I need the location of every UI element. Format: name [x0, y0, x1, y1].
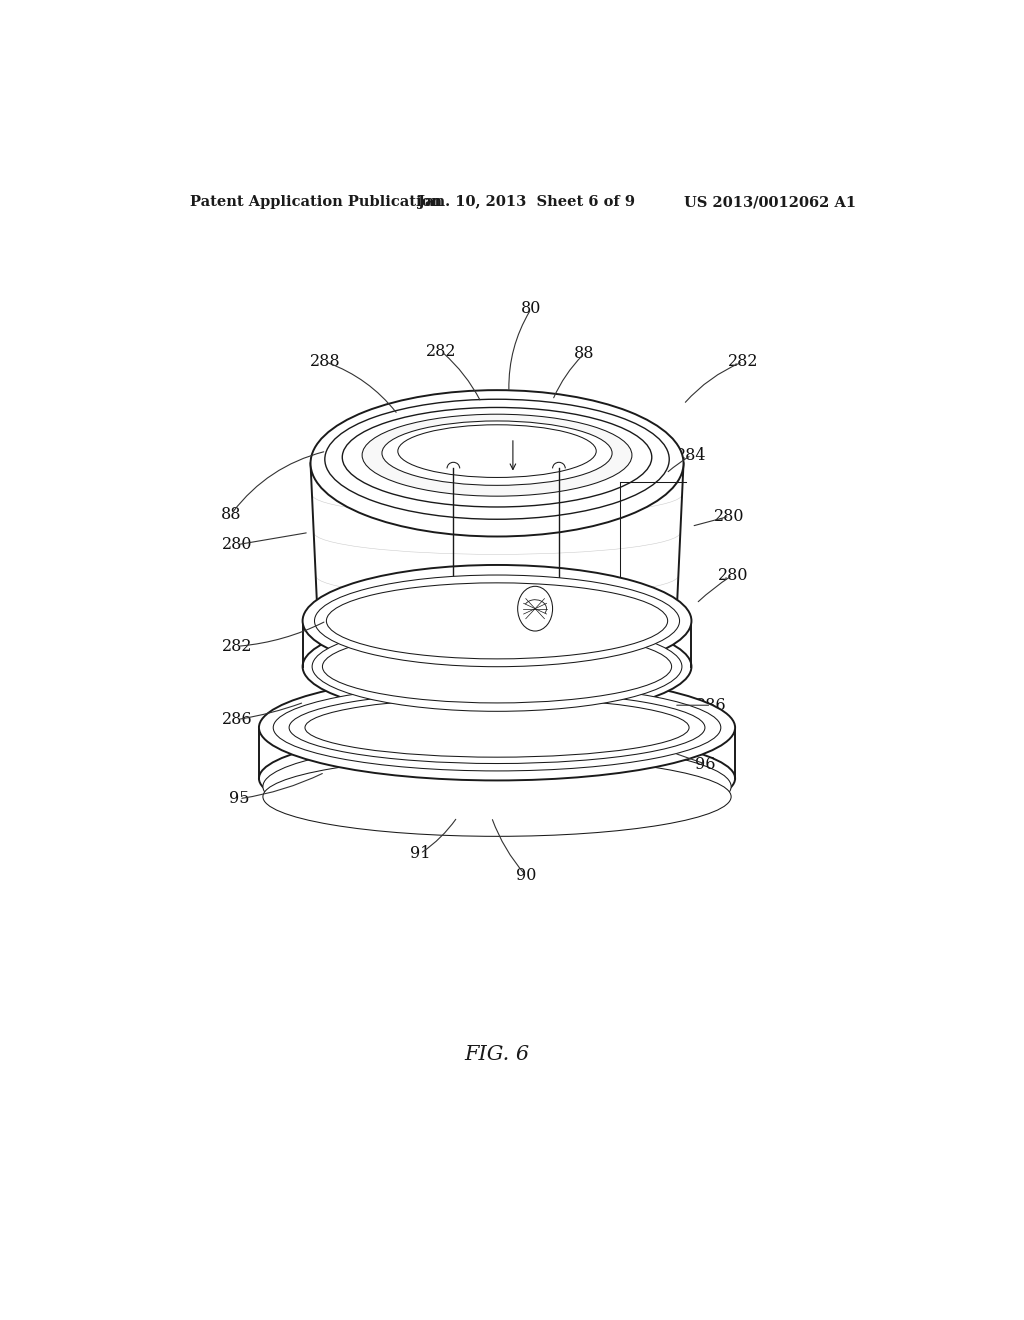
- Text: 95: 95: [228, 791, 250, 808]
- Ellipse shape: [259, 731, 735, 826]
- Ellipse shape: [314, 576, 680, 667]
- Text: 96: 96: [695, 755, 716, 772]
- Ellipse shape: [362, 414, 632, 496]
- Text: 288: 288: [309, 354, 340, 370]
- Ellipse shape: [305, 698, 689, 758]
- Text: Patent Application Publication: Patent Application Publication: [189, 195, 442, 209]
- Text: 282: 282: [426, 343, 457, 360]
- Ellipse shape: [263, 758, 731, 837]
- Text: 286: 286: [696, 697, 727, 714]
- Text: 88: 88: [221, 506, 242, 523]
- Ellipse shape: [325, 399, 670, 519]
- Ellipse shape: [382, 421, 612, 486]
- Ellipse shape: [342, 408, 652, 507]
- Text: 90: 90: [516, 867, 537, 884]
- Text: 91: 91: [410, 845, 430, 862]
- Ellipse shape: [289, 692, 705, 763]
- Ellipse shape: [398, 425, 596, 478]
- Circle shape: [518, 586, 553, 631]
- Text: 80: 80: [521, 301, 542, 317]
- Ellipse shape: [323, 630, 672, 704]
- Ellipse shape: [259, 675, 735, 780]
- Text: 282: 282: [222, 638, 253, 655]
- Ellipse shape: [312, 622, 682, 711]
- Ellipse shape: [263, 742, 731, 832]
- Ellipse shape: [273, 684, 721, 771]
- Ellipse shape: [303, 565, 691, 677]
- Ellipse shape: [259, 675, 735, 780]
- Text: 282: 282: [728, 354, 759, 370]
- Text: Jan. 10, 2013  Sheet 6 of 9: Jan. 10, 2013 Sheet 6 of 9: [418, 195, 635, 209]
- Ellipse shape: [303, 565, 691, 677]
- Ellipse shape: [303, 615, 691, 718]
- Ellipse shape: [310, 391, 684, 536]
- Ellipse shape: [327, 583, 668, 659]
- Ellipse shape: [310, 391, 684, 536]
- Ellipse shape: [318, 574, 676, 698]
- Text: 280: 280: [718, 566, 748, 583]
- Text: 284: 284: [676, 446, 707, 463]
- Text: US 2013/0012062 A1: US 2013/0012062 A1: [684, 195, 856, 209]
- Text: 88: 88: [574, 345, 595, 362]
- Ellipse shape: [259, 731, 735, 826]
- Text: 280: 280: [715, 508, 744, 524]
- Text: 280: 280: [222, 536, 253, 553]
- Text: 286: 286: [222, 711, 253, 727]
- Text: FIG. 6: FIG. 6: [465, 1045, 529, 1064]
